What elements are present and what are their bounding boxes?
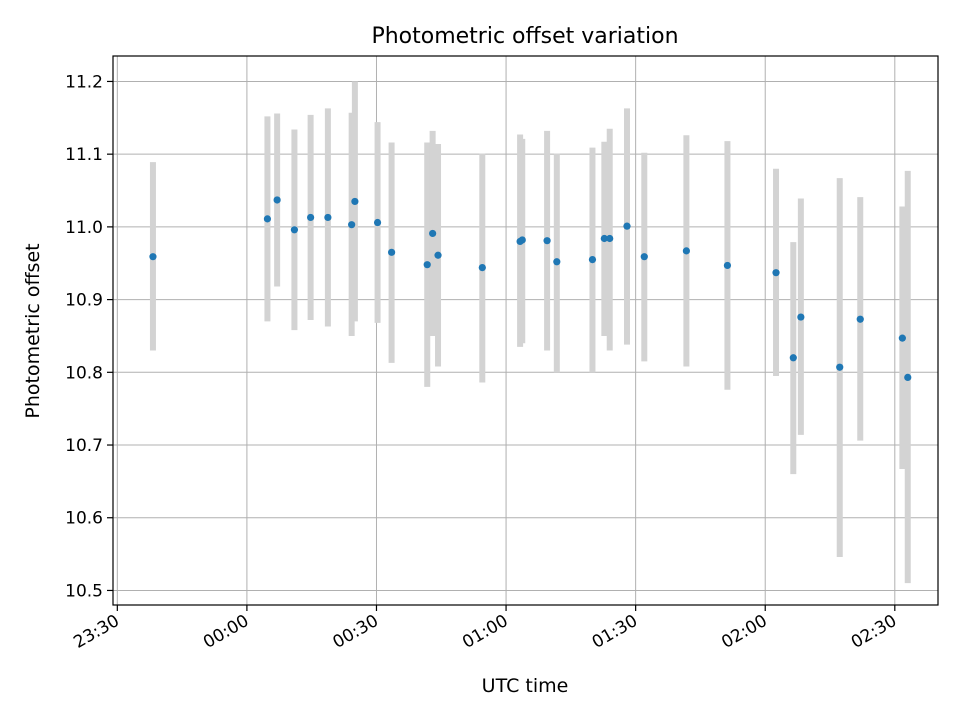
y-axis-ticks: 10.5 10.6 10.7 10.8 10.9 11.0 11.1 11.2	[65, 72, 113, 601]
data-point	[149, 253, 157, 261]
plot-frame	[112, 55, 939, 606]
data-point	[263, 215, 272, 223]
data-point	[478, 264, 486, 272]
data-point	[429, 229, 437, 238]
point-layer	[149, 196, 912, 382]
data-point	[856, 315, 864, 323]
y-tick-label: 10.9	[65, 291, 103, 311]
data-point	[723, 261, 732, 270]
data-point	[772, 269, 780, 277]
y-axis-label: Photometric offset	[22, 243, 44, 418]
data-point	[640, 253, 648, 261]
data-point	[904, 373, 912, 382]
data-point	[553, 258, 561, 266]
data-point	[682, 247, 690, 255]
data-point	[434, 251, 442, 259]
data-point	[797, 313, 805, 321]
chart-title: Photometric offset variation	[371, 24, 678, 49]
data-point	[898, 334, 906, 342]
data-point	[348, 221, 356, 229]
data-point	[307, 213, 315, 222]
data-point	[324, 213, 332, 222]
data-point	[387, 248, 396, 256]
data-point	[273, 196, 281, 204]
y-tick-label: 10.6	[65, 509, 103, 529]
y-tick-label: 11.2	[65, 72, 103, 92]
x-axis-label: UTC time	[482, 675, 569, 697]
data-point	[789, 354, 797, 362]
y-tick-label: 10.7	[65, 436, 103, 456]
data-point	[423, 261, 431, 269]
y-tick-label: 11.1	[65, 145, 103, 165]
data-point	[373, 218, 382, 227]
data-point	[518, 236, 526, 244]
data-point	[588, 256, 597, 264]
data-point	[543, 237, 551, 245]
data-point	[836, 363, 844, 371]
data-point	[600, 234, 608, 243]
data-point	[290, 226, 299, 234]
y-tick-label: 10.8	[65, 363, 103, 383]
data-point	[351, 197, 359, 206]
data-point	[623, 222, 631, 230]
y-tick-label: 10.5	[65, 581, 103, 601]
y-tick-label: 11.0	[65, 218, 103, 238]
data-point	[606, 234, 614, 243]
